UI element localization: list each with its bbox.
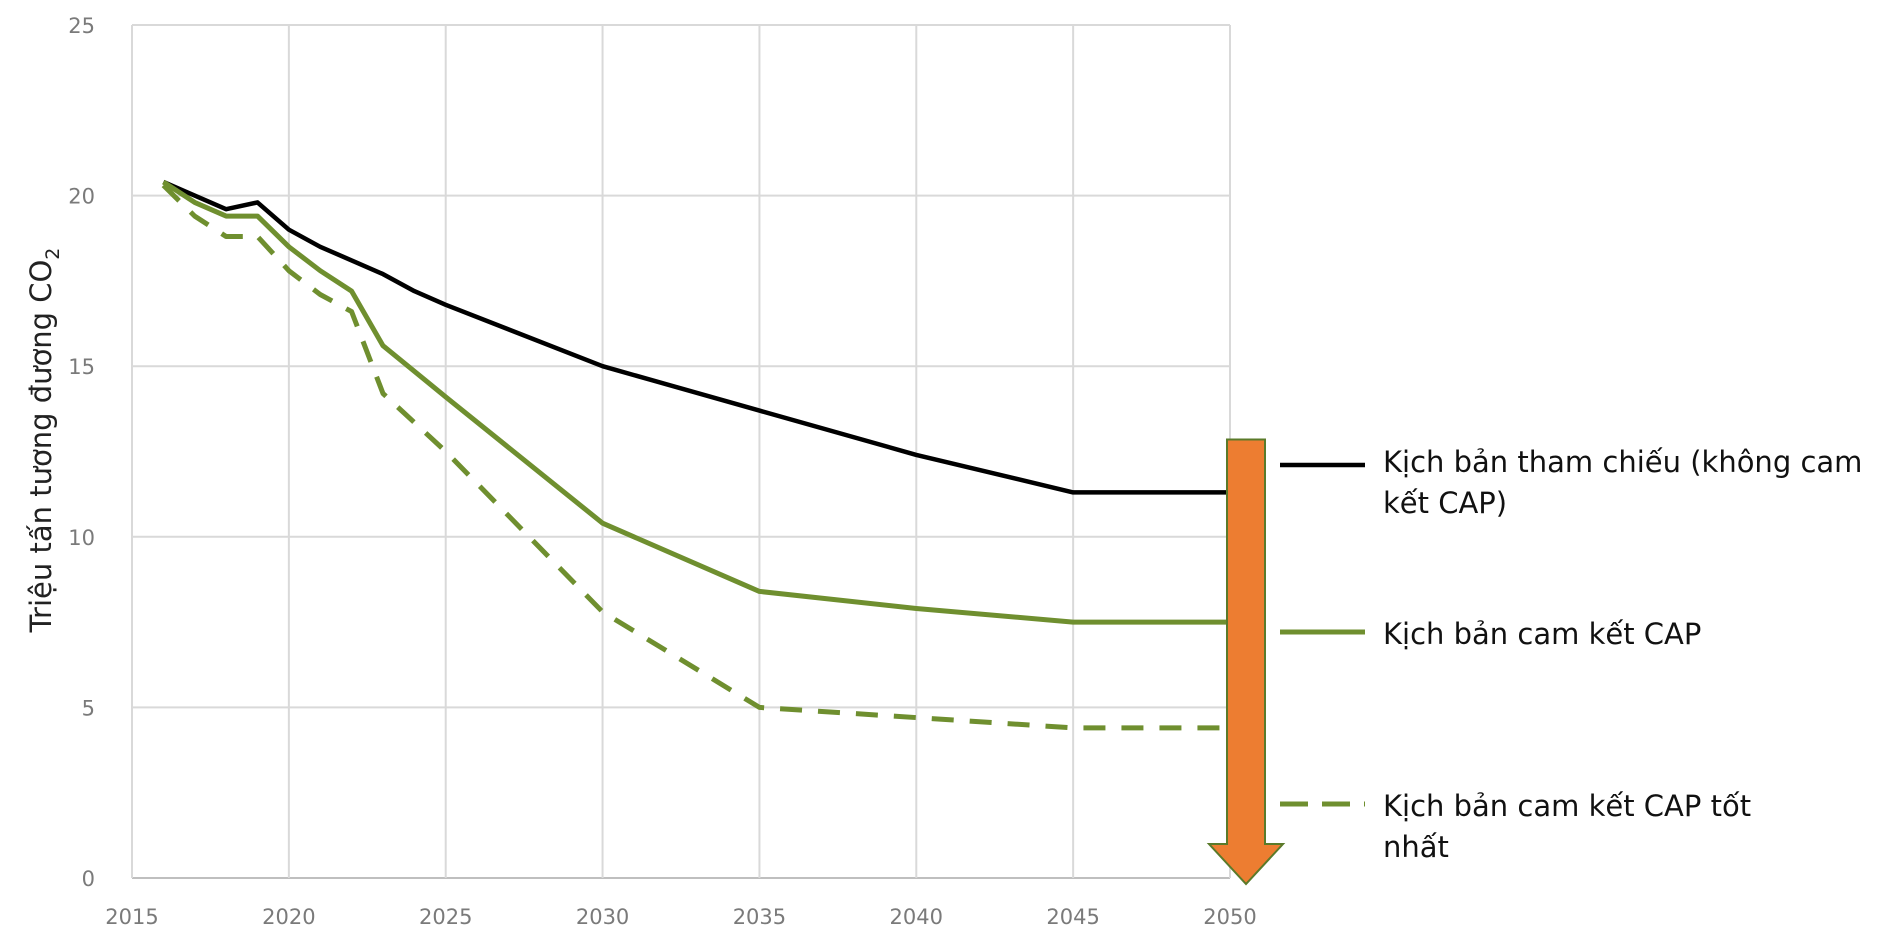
legend-label-reference: Kịch bản tham chiếu (không cam kết CAP) [1383,445,1863,520]
legend-label-cap: Kịch bản cam kết CAP [1383,617,1702,651]
x-tick-label: 2015 [105,905,158,929]
x-tick-label: 2035 [733,905,786,929]
y-tick-label: 25 [68,14,95,38]
reduction-arrow-shape [1206,438,1286,886]
gridlines [131,24,1231,879]
y-tick-label: 10 [68,526,95,550]
series-line-reference [162,179,1230,495]
legend-label-cap-best: Kịch bản cam kết CAP tốt nhất [1383,789,1752,864]
y-axis-label: Triệu tấn tương đương CO2 [24,248,64,634]
x-tick-label: 2020 [262,905,315,929]
x-tick-label: 2025 [419,905,472,929]
legend-swatches [1280,462,1365,807]
x-tick-label: 2040 [890,905,943,929]
x-tick-label: 2030 [576,905,629,929]
y-tick-label: 5 [82,696,95,720]
y-axis-ticks: 0 5 10 15 20 25 [68,14,95,891]
x-axis-ticks: 2015 2020 2025 2030 2035 2040 2045 2050 [105,905,1256,929]
y-tick-label: 20 [68,185,95,209]
series-line-cap [162,179,1230,625]
x-tick-label: 2045 [1046,905,1099,929]
y-tick-label: 15 [68,355,95,379]
x-tick-label: 2050 [1203,905,1256,929]
series-line-cap-best [161,183,1230,731]
series-lines [161,179,1230,731]
y-tick-label: 0 [82,867,95,891]
reduction-arrow [1206,438,1286,886]
